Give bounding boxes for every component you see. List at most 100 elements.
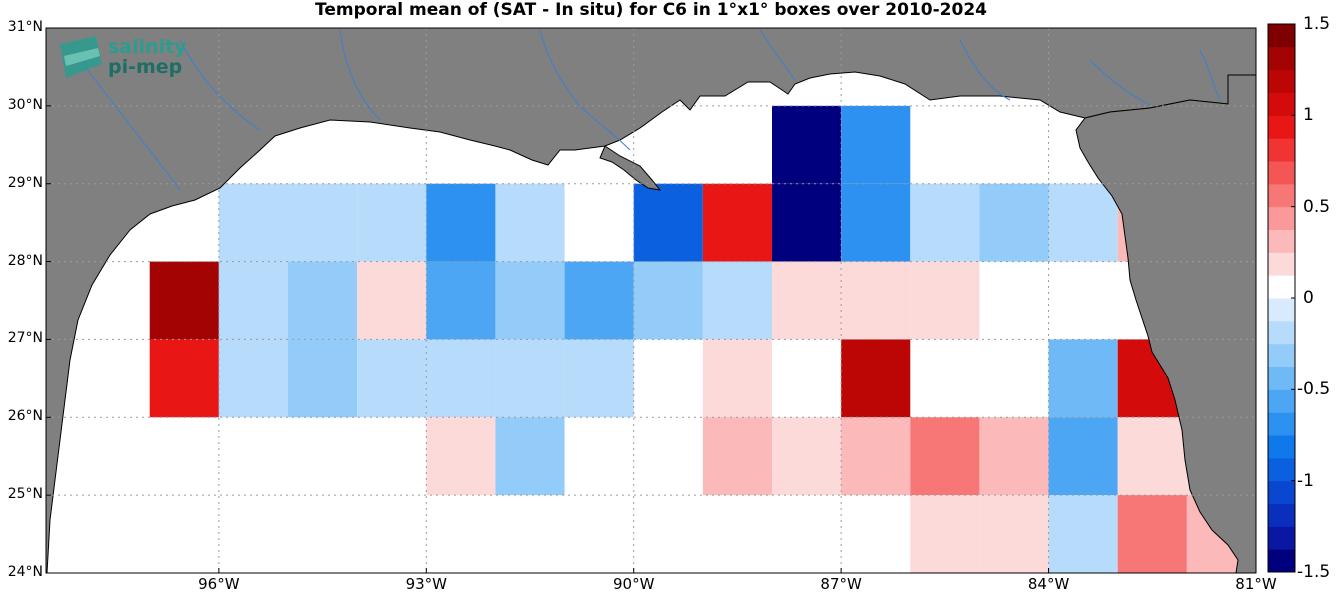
heatmap-cell	[979, 183, 1049, 262]
heatmap-cell	[357, 261, 427, 340]
heatmap-cell	[426, 339, 496, 418]
colorbar-segment	[1268, 206, 1295, 230]
heatmap-cell	[218, 183, 288, 262]
colorbar-segment	[1268, 503, 1295, 527]
lon-tick-label: 90°W	[612, 575, 655, 593]
lon-tick-label: 87°W	[820, 575, 862, 593]
colorbar-tick-marks	[1291, 23, 1295, 573]
heatmap-cell	[1048, 339, 1118, 418]
river-louisiana	[339, 29, 381, 121]
lon-tick-label: 84°W	[1027, 575, 1070, 593]
colorbar-segment	[1268, 435, 1295, 459]
heatmap-cell	[702, 183, 772, 262]
heatmap-cell	[288, 339, 358, 418]
colorbar-segment	[1268, 389, 1295, 413]
colorbar-segment	[1268, 138, 1295, 162]
colorbar-segment	[1268, 229, 1295, 253]
lon-tick-label: 81°W	[1235, 575, 1277, 593]
colorbar-segment	[1268, 252, 1295, 276]
heatmap-cell	[772, 105, 842, 184]
colorbar-tick-label: -1	[1297, 470, 1314, 491]
colorbar-segment	[1268, 480, 1295, 504]
heatmap-cell	[1048, 495, 1118, 573]
heatmap-cell	[426, 261, 496, 340]
heatmap-cell	[1117, 417, 1187, 496]
heatmap-cell	[564, 261, 634, 340]
heatmap-cell	[772, 261, 842, 340]
colorbar-segment	[1268, 24, 1295, 48]
heatmap-cell	[495, 339, 565, 418]
heatmap-cell	[841, 339, 911, 418]
colorbar-segment	[1268, 161, 1295, 185]
colorbar-segment	[1268, 549, 1295, 573]
river-florida-1	[959, 39, 1011, 101]
colorbar-segment	[1268, 320, 1295, 345]
logo-text-line1: salinity	[108, 36, 187, 58]
heatmap-cell	[149, 339, 219, 418]
colorbar-tick-label: 0.5	[1303, 196, 1331, 217]
heatmap-cell	[702, 261, 772, 340]
heatmap-cell	[702, 339, 772, 418]
river-texas-2	[79, 59, 181, 191]
heatmap-cell	[288, 183, 358, 262]
colorbar	[1268, 24, 1295, 573]
lat-tick-label: 25°N	[7, 486, 43, 503]
heatmap-cell	[1048, 417, 1118, 496]
river-florida-2	[1089, 59, 1151, 106]
heatmap-cell	[702, 417, 772, 496]
heatmap-cell	[1048, 183, 1118, 262]
us-gulf-coast-land	[45, 27, 1257, 574]
lat-tick-label: 31°N	[7, 19, 43, 35]
heatmap-cell	[495, 261, 565, 340]
colorbar-tick-label: 1.5	[1303, 14, 1331, 34]
logo-text-line2: pi-mep	[108, 56, 183, 78]
lat-tick-label: 29°N	[7, 174, 43, 191]
lat-tick-label: 30°N	[7, 96, 43, 113]
mississippi-delta-land	[599, 145, 662, 191]
heatmap-cell	[910, 261, 980, 340]
colorbar-segment	[1268, 457, 1295, 482]
river-florida-3	[1199, 49, 1221, 101]
colorbar-segment	[1268, 92, 1295, 116]
colorbar-segment	[1268, 366, 1295, 390]
colorbar-segment	[1268, 275, 1295, 299]
heatmap-cell	[149, 261, 219, 340]
heatmap-cell	[841, 261, 911, 340]
colorbar-segment	[1268, 115, 1295, 139]
logo-wave-stripe-icon	[64, 48, 100, 66]
heatmap-cell	[772, 417, 842, 496]
heatmap-cell	[979, 495, 1049, 573]
mississippi-river	[539, 29, 631, 151]
heatmap-cell	[495, 417, 565, 496]
heatmap-cell	[910, 183, 980, 262]
heatmap-cell	[564, 339, 634, 418]
colorbar-tick-label: -0.5	[1297, 379, 1331, 400]
lat-tick-label: 24°N	[7, 564, 43, 580]
heatmap-cell	[357, 339, 427, 418]
colorbar-segment	[1268, 69, 1295, 93]
heatmap-cell	[218, 339, 288, 418]
heatmap-cell	[841, 183, 911, 262]
colorbar-segment	[1268, 183, 1295, 208]
colorbar-tick-label: 0	[1303, 288, 1314, 308]
lat-tick-label: 28°N	[7, 252, 43, 269]
heatmap-cell	[841, 417, 911, 496]
heatmap-cell	[1117, 495, 1187, 573]
colorbar-segment	[1268, 412, 1295, 436]
rivers-layer	[79, 29, 1221, 191]
river-texas-1	[179, 39, 261, 131]
florida-peninsula-land	[1075, 74, 1257, 574]
colorbar-segment	[1268, 46, 1295, 71]
lon-tick-label: 93°W	[405, 575, 447, 593]
heatmap-cell	[495, 183, 565, 262]
heatmap-cell	[910, 495, 980, 573]
heatmap-cell	[633, 261, 703, 340]
colorbar-segment	[1268, 298, 1295, 322]
colorbar-tick-label: -1.5	[1297, 562, 1331, 582]
heatmap-cell	[218, 261, 288, 340]
heatmap-cell	[841, 105, 911, 184]
heatmap-cell	[288, 261, 358, 340]
heatmap-cell	[979, 417, 1049, 496]
heatmap-cell	[426, 183, 496, 262]
